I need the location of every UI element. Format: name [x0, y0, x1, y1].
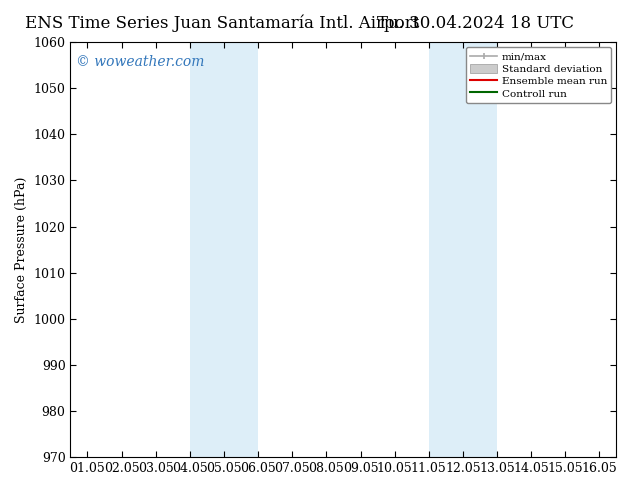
Bar [429, 42, 497, 457]
Y-axis label: Surface Pressure (hPa): Surface Pressure (hPa) [15, 176, 28, 323]
Text: Tu. 30.04.2024 18 UTC: Tu. 30.04.2024 18 UTC [377, 15, 574, 32]
Text: © woweather.com: © woweather.com [76, 54, 204, 69]
Text: ENS Time Series Juan Santamaría Intl. Airport: ENS Time Series Juan Santamaría Intl. Ai… [25, 15, 419, 32]
Bar [190, 42, 258, 457]
Legend: min/max, Standard deviation, Ensemble mean run, Controll run: min/max, Standard deviation, Ensemble me… [467, 47, 611, 103]
